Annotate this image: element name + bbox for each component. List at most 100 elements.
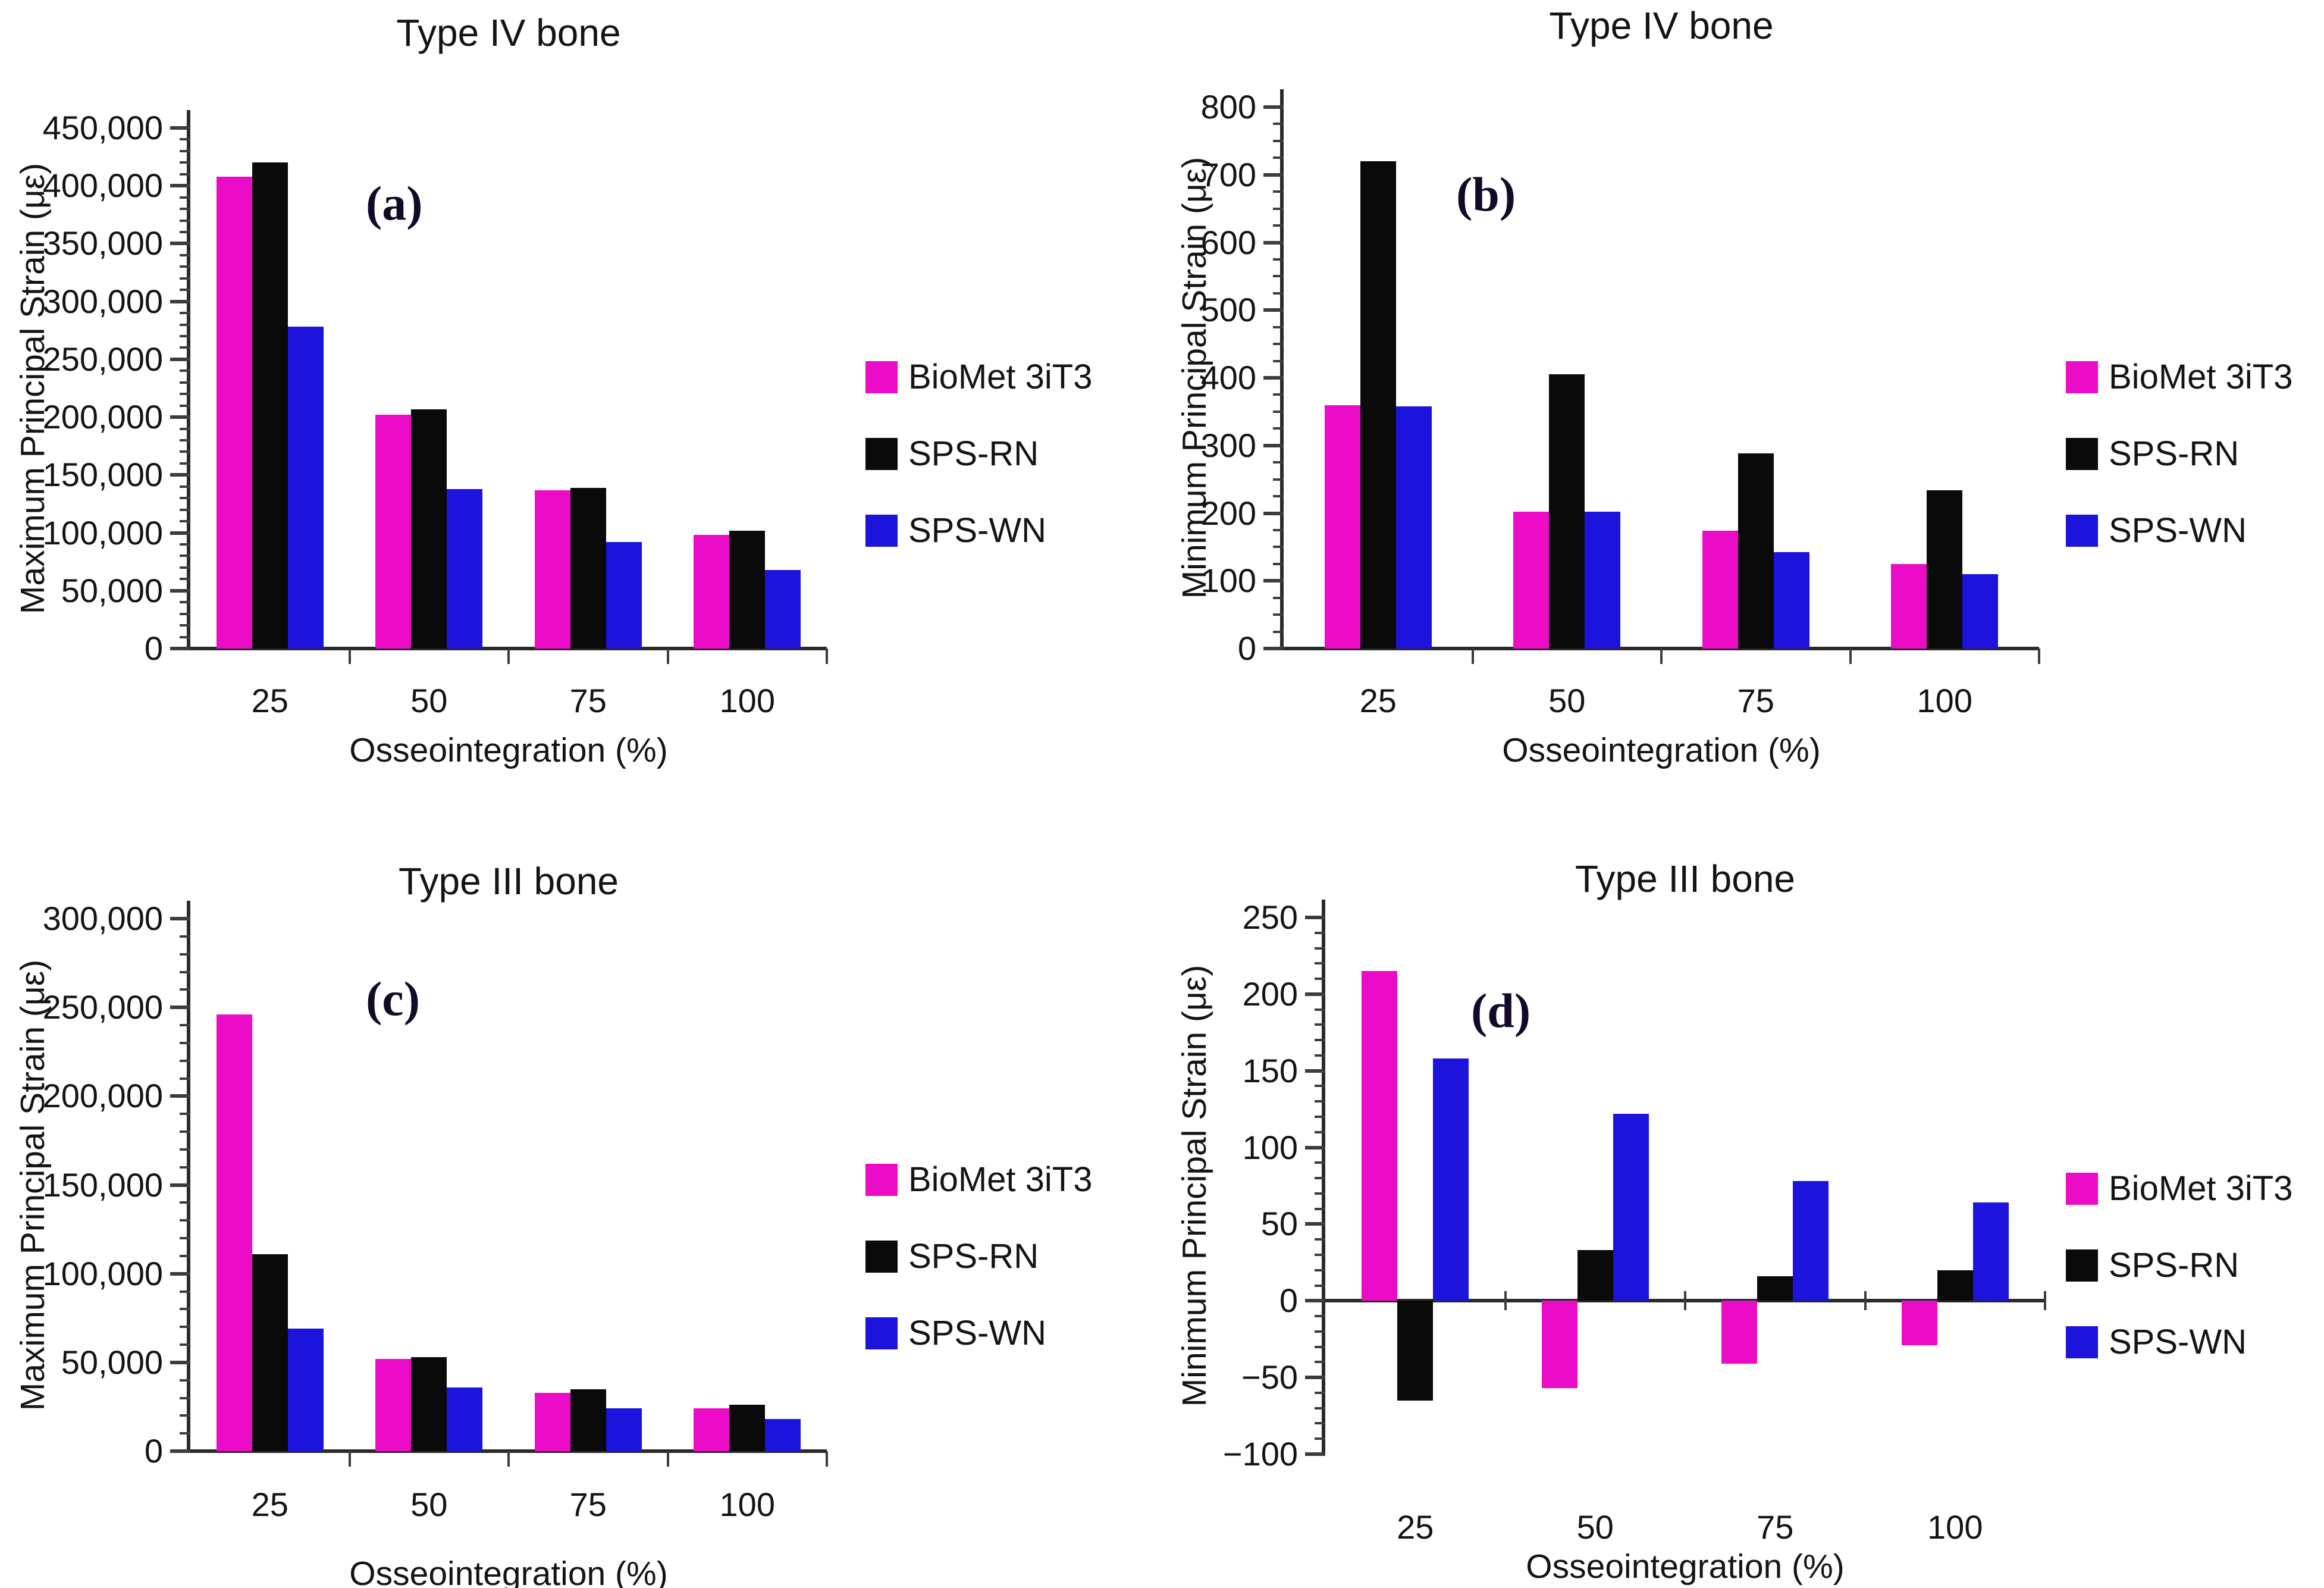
y-axis-minor-tick	[1315, 978, 1325, 981]
y-axis-minor-tick	[180, 953, 190, 956]
y-axis-minor-tick	[180, 312, 190, 315]
x-axis-tick-label: 25	[1359, 682, 1397, 719]
legend-item: BioMet 3iT3	[2066, 357, 2292, 397]
x-axis-tick-label: 50	[410, 1486, 448, 1523]
bar-sps-wn-25	[287, 327, 324, 649]
y-axis-major-tick	[170, 647, 190, 650]
bar-biomet-3it3-25	[1324, 405, 1360, 649]
y-axis-minor-tick	[180, 1396, 190, 1399]
legend-label: SPS-RN	[2109, 434, 2240, 473]
bar-sps-rn-50	[411, 409, 447, 649]
y-axis-minor-tick	[180, 578, 190, 581]
bar-sps-wn-25	[1433, 1058, 1469, 1301]
y-axis-minor-tick	[180, 1024, 190, 1026]
legend-swatch	[865, 1163, 898, 1196]
y-axis-minor-tick	[180, 1219, 190, 1222]
y-axis-line	[1280, 89, 1284, 650]
x-axis-tick	[2038, 649, 2040, 664]
y-axis-minor-tick	[1315, 1116, 1325, 1119]
y-axis-minor-tick	[1273, 562, 1284, 565]
y-axis-minor-tick	[1315, 931, 1325, 934]
y-axis-minor-tick	[180, 1201, 190, 1204]
x-axis-tick	[1864, 1291, 1867, 1311]
y-axis-minor-tick	[1315, 1100, 1325, 1103]
y-axis-tick-label: 0	[1237, 629, 1256, 667]
y-axis-major-tick	[1305, 992, 1325, 996]
bar-biomet-3it3-25	[216, 1014, 252, 1451]
y-axis-major-tick	[170, 1271, 190, 1276]
y-axis-tick-label: 100	[1200, 562, 1256, 600]
y-axis-minor-tick	[180, 601, 190, 604]
y-axis-tick-label: 250,000	[42, 988, 163, 1026]
bar-biomet-3it3-100	[694, 1408, 730, 1451]
y-axis-major-tick	[170, 588, 190, 593]
bar-sps-wn-75	[606, 1408, 642, 1451]
y-axis-minor-tick	[1315, 1023, 1325, 1026]
y-axis-tick-label: 50,000	[61, 1343, 163, 1381]
y-axis-minor-tick	[1315, 1177, 1325, 1180]
y-axis-minor-tick	[1273, 528, 1284, 531]
panel-a: Type IV bone (a) Maximum Principal Strai…	[0, 0, 1162, 794]
legend: BioMet 3iT3 SPS-RN SPS-WN	[2066, 1169, 2292, 1362]
y-axis-minor-tick	[180, 208, 190, 211]
y-axis-minor-tick	[180, 196, 190, 199]
legend-label: SPS-RN	[2109, 1246, 2240, 1285]
bar-biomet-3it3-75	[534, 1392, 570, 1451]
x-axis-tick	[1471, 649, 1474, 664]
y-axis-minor-tick	[1273, 292, 1284, 295]
legend-label: BioMet 3iT3	[908, 358, 1093, 396]
y-axis-major-tick	[1263, 308, 1284, 312]
y-axis-minor-tick	[1273, 495, 1284, 498]
bar-sps-wn-100	[1962, 574, 1999, 649]
y-axis-major-tick	[170, 184, 190, 188]
bar-biomet-3it3-100	[1901, 1301, 1937, 1346]
legend-item: SPS-RN	[865, 434, 1092, 474]
y-axis-tick-label: 0	[144, 629, 163, 667]
bar-sps-wn-100	[765, 1419, 801, 1451]
legend-label: SPS-WN	[908, 511, 1046, 550]
y-axis-minor-tick	[1273, 275, 1284, 278]
y-axis-tick-label: 300,000	[42, 900, 163, 937]
legend-swatch	[865, 1317, 898, 1349]
y-axis-minor-tick	[1315, 1008, 1325, 1011]
y-axis-tick-label: 0	[1279, 1282, 1298, 1320]
bar-sps-rn-100	[729, 530, 766, 649]
y-axis-minor-tick	[1315, 1330, 1325, 1333]
y-axis-major-tick	[170, 1449, 190, 1453]
y-axis-minor-tick	[1273, 427, 1284, 430]
y-axis-minor-tick	[180, 393, 190, 396]
y-axis-minor-tick	[180, 1237, 190, 1239]
legend-swatch	[2066, 1172, 2098, 1205]
y-axis-major-tick	[170, 1094, 190, 1098]
y-axis-minor-tick	[1273, 190, 1284, 193]
y-axis-minor-tick	[180, 624, 190, 627]
bar-sps-rn-75	[570, 1389, 606, 1451]
y-axis-major-tick	[170, 242, 190, 246]
y-axis-minor-tick	[180, 289, 190, 292]
y-axis-minor-tick	[180, 935, 190, 938]
y-axis-minor-tick	[180, 439, 190, 441]
legend-item: BioMet 3iT3	[2066, 1169, 2292, 1208]
y-axis-minor-tick	[180, 1166, 190, 1169]
y-axis-tick-label: 0	[144, 1432, 163, 1470]
bar-sps-rn-50	[1549, 374, 1585, 649]
y-axis-minor-tick	[180, 520, 190, 523]
bar-biomet-3it3-100	[1891, 563, 1927, 649]
y-axis-minor-tick	[1315, 947, 1325, 950]
legend-label: BioMet 3iT3	[2109, 358, 2293, 396]
y-axis-major-tick	[170, 415, 190, 419]
legend-item: SPS-WN	[865, 1313, 1092, 1353]
y-axis-minor-tick	[180, 173, 190, 176]
x-axis-tick-label: 100	[719, 682, 775, 719]
y-axis-major-tick	[170, 357, 190, 361]
y-axis-tick-label: 50,000	[61, 571, 163, 609]
y-axis-tick-label: 200	[1242, 975, 1298, 1013]
y-axis-minor-tick	[180, 1379, 190, 1382]
panel-letter: (a)	[366, 176, 423, 230]
legend-swatch	[2066, 514, 2098, 547]
y-axis-tick-label: 400,000	[42, 167, 163, 205]
legend-item: BioMet 3iT3	[865, 1160, 1092, 1199]
y-axis-minor-tick	[1273, 461, 1284, 464]
y-axis-tick-label: 200,000	[42, 1077, 163, 1115]
y-axis-tick-label: 150,000	[42, 456, 163, 494]
